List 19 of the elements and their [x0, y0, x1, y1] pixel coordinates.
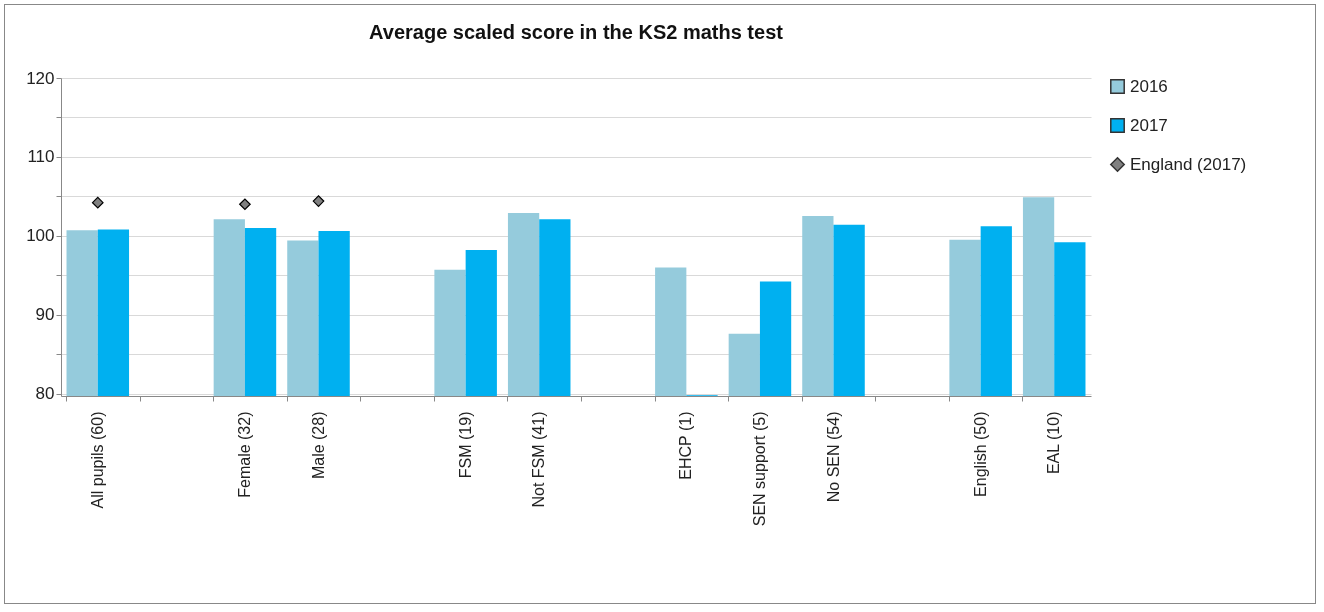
x-tick-label: EHCP (1) [677, 411, 695, 480]
x-tick-label: Male (28) [309, 411, 327, 480]
x-tick-label: All pupils (60) [88, 411, 106, 509]
y-tick-label: 100 [26, 226, 55, 246]
legend-label: 2016 [1130, 76, 1168, 96]
legend-label: England (2017) [1130, 154, 1247, 174]
x-tick-label: FSM (19) [456, 411, 474, 479]
legend-label: 2017 [1130, 115, 1168, 135]
x-tick-label: English (50) [971, 411, 989, 497]
x-tick-label: EAL (10) [1045, 411, 1063, 475]
y-tick-label: 120 [26, 68, 55, 88]
y-tick-label: 110 [27, 147, 55, 167]
x-tick-label: Not FSM (41) [530, 411, 548, 508]
x-tick-label: Female (32) [235, 411, 253, 498]
y-tick-label: 80 [35, 384, 55, 404]
x-tick-label: No SEN (54) [824, 411, 842, 503]
chart-title: Average scaled score in the KS2 maths test [369, 21, 784, 43]
y-tick-label: 90 [35, 305, 55, 325]
x-tick-label: SEN support (5) [750, 411, 768, 527]
